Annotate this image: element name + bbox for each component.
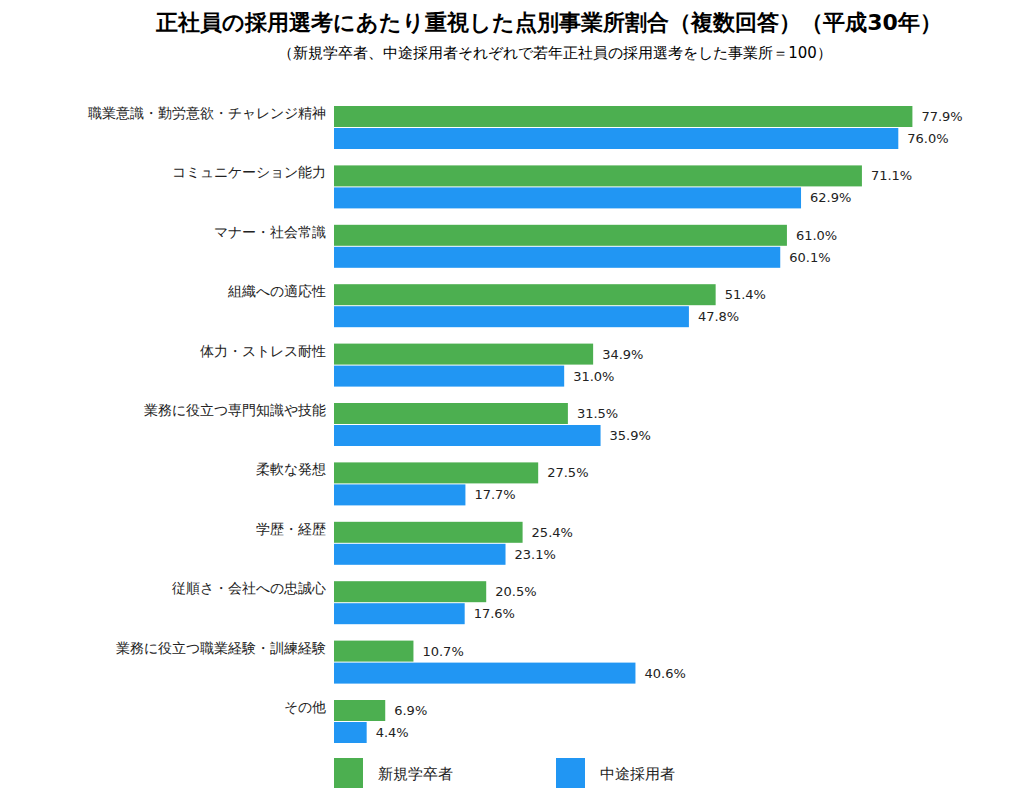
bar	[334, 544, 506, 565]
category-label: マナー・社会常識	[214, 224, 326, 240]
data-label: 20.5%	[495, 584, 536, 599]
data-label: 27.5%	[547, 465, 588, 480]
bar	[334, 581, 486, 602]
data-label: 17.6%	[474, 606, 515, 621]
data-label: 51.4%	[725, 287, 766, 302]
bars	[334, 106, 912, 743]
data-label: 23.1%	[515, 547, 556, 562]
bar	[334, 425, 601, 446]
bar	[334, 663, 635, 684]
bar	[334, 225, 787, 246]
category-label: 組織への適応性	[227, 283, 326, 299]
category-label: 体力・ストレス耐性	[200, 343, 326, 359]
bar	[334, 284, 716, 305]
data-label: 4.4%	[376, 725, 409, 740]
data-label: 10.7%	[422, 644, 463, 659]
data-label: 31.5%	[577, 406, 618, 421]
category-label: 業務に役立つ職業経験・訓練経験	[116, 640, 326, 656]
data-label: 17.7%	[474, 487, 515, 502]
legend-label: 新規学卒者	[378, 765, 453, 783]
bar	[334, 484, 465, 505]
bar	[334, 247, 780, 268]
category-label: コミュニケーション能力	[172, 164, 326, 180]
legend-swatch	[334, 758, 363, 788]
data-label: 34.9%	[602, 347, 643, 362]
category-label: 学歴・経歴	[256, 521, 326, 537]
bar	[334, 522, 523, 543]
data-label: 76.0%	[907, 131, 948, 146]
data-label: 35.9%	[610, 428, 651, 443]
data-label: 61.0%	[796, 228, 837, 243]
labels: 職業意識・勤労意欲・チャレンジ精神 77.9% 76.0% コミュニケーション能力 71…	[88, 105, 963, 740]
data-label: 77.9%	[921, 109, 962, 124]
data-label: 47.8%	[698, 309, 739, 324]
category-label: 職業意識・勤労意欲・チャレンジ精神	[88, 105, 326, 121]
bar	[334, 722, 367, 743]
data-label: 60.1%	[789, 250, 830, 265]
bar	[334, 128, 898, 149]
category-label: 従順さ・会社への忠誠心	[172, 580, 326, 596]
bar	[334, 165, 862, 186]
category-label: 業務に役立つ専門知識や技能	[144, 402, 326, 418]
bar	[334, 306, 689, 327]
chart: 正社員の採用選考にあたり重視した点別事業所割合（複数回答）（平成30年） （新規学…	[0, 0, 1024, 804]
data-label: 6.9%	[394, 703, 427, 718]
legend-swatch	[556, 758, 585, 788]
bar	[334, 403, 568, 424]
bar	[334, 344, 593, 365]
category-label: 柔軟な発想	[256, 461, 326, 477]
bar	[334, 700, 385, 721]
category-label: その他	[284, 699, 326, 715]
data-label: 31.0%	[573, 369, 614, 384]
bar	[334, 641, 413, 662]
legend: 新規学卒者 中途採用者	[334, 758, 675, 788]
bar	[334, 106, 912, 127]
subtitle: （新規学卒者、中途採用者それぞれで若年正社員の採用選考をした事業所＝100）	[278, 44, 832, 62]
data-label: 25.4%	[532, 525, 573, 540]
bar	[334, 187, 801, 208]
bar	[334, 462, 538, 483]
bar	[334, 603, 465, 624]
data-label: 40.6%	[644, 666, 685, 681]
data-label: 62.9%	[810, 190, 851, 205]
title: 正社員の採用選考にあたり重視した点別事業所割合（複数回答）（平成30年）	[155, 10, 942, 35]
data-label: 71.1%	[871, 168, 912, 183]
bar	[334, 366, 564, 387]
legend-label: 中途採用者	[600, 765, 675, 783]
